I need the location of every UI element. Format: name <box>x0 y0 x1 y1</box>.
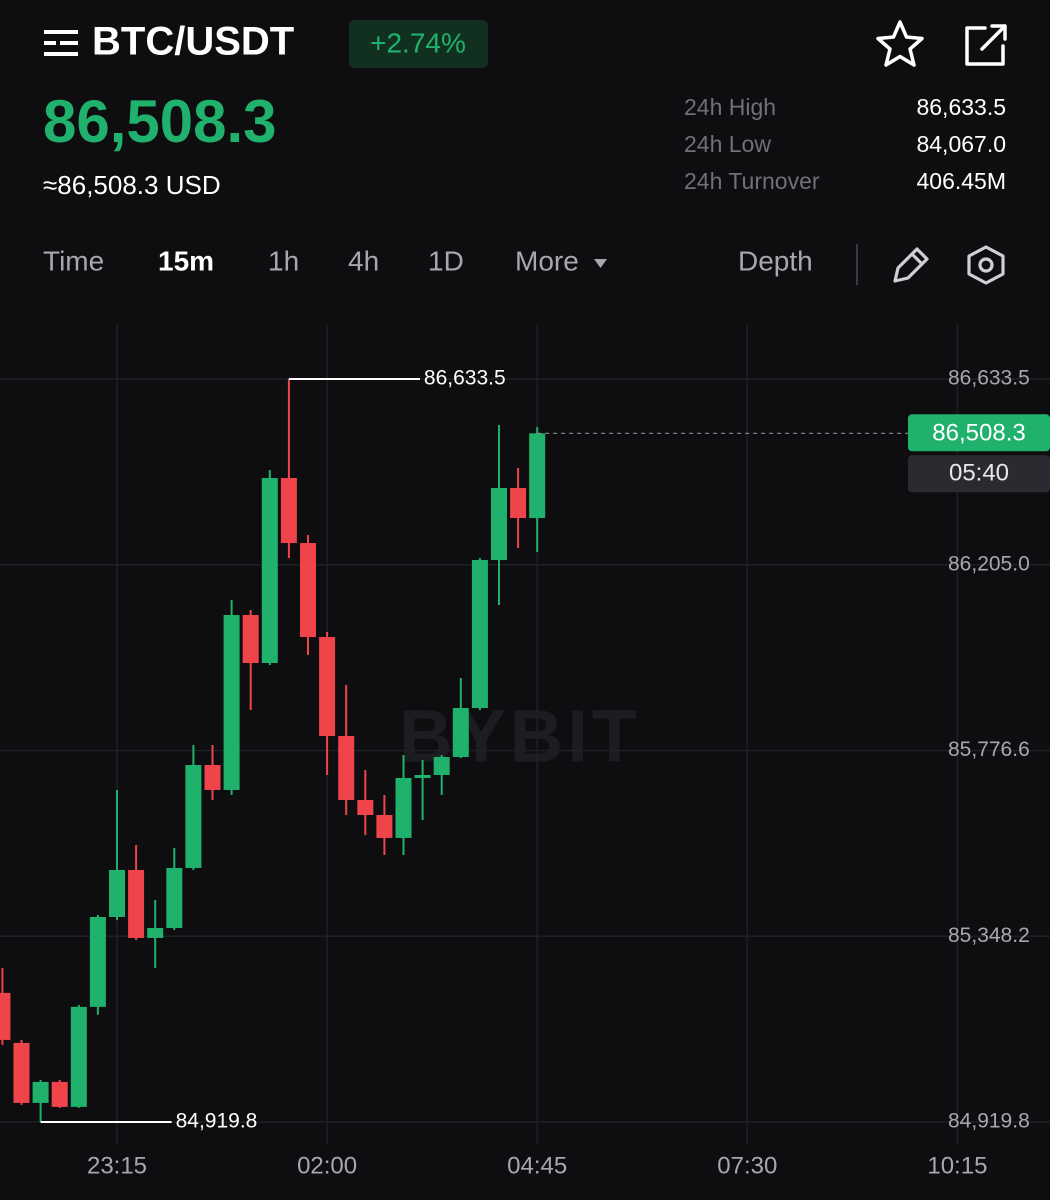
candle-body <box>300 543 316 638</box>
favorite-icon[interactable] <box>876 20 924 67</box>
candle-body <box>70 1006 87 1107</box>
stat-value: 86,633.5 <box>916 94 1006 120</box>
candle-body <box>32 1081 49 1103</box>
candle-body <box>452 707 469 757</box>
last-price-tag <box>908 414 1050 452</box>
candle-body <box>0 992 11 1040</box>
candle-body <box>147 927 164 938</box>
candle-body <box>128 869 145 938</box>
interval-tab[interactable]: 4h <box>348 245 379 276</box>
candle-body <box>357 799 374 815</box>
y-tick-label: 85,776.6 <box>948 738 1030 761</box>
y-tick-label: 86,205.0 <box>948 552 1030 575</box>
share-arrow <box>980 24 1007 51</box>
hexagon <box>967 245 1005 285</box>
interval-tab[interactable]: 1D <box>428 245 464 276</box>
candle-body <box>109 869 125 917</box>
dropdown-caret <box>594 259 607 268</box>
share-icon[interactable] <box>965 24 1007 66</box>
stat-value: 84,067.0 <box>916 131 1006 157</box>
interval-tab[interactable]: 1h <box>268 245 299 276</box>
candle-body <box>376 814 393 838</box>
candle-body <box>338 735 355 800</box>
stat-label: 24h High <box>684 94 776 120</box>
hex-center <box>978 257 994 273</box>
menu-bar <box>44 30 78 34</box>
change-percent: +2.74% <box>370 27 466 58</box>
pencil <box>893 247 929 283</box>
interval-tab[interactable]: Time <box>43 245 104 276</box>
candle-body <box>185 765 202 868</box>
last-price: 86,508.3 <box>43 88 277 155</box>
candle-body <box>223 614 240 790</box>
extreme-marker-label: 84,919.8 <box>176 1110 258 1133</box>
interval-tab[interactable]: Depth <box>738 245 813 276</box>
candle-body <box>395 778 412 838</box>
candle-body <box>433 756 450 775</box>
candle-body <box>166 867 183 928</box>
x-tick-label: 04:45 <box>507 1152 567 1179</box>
draw-icon[interactable] <box>893 247 929 283</box>
x-tick-label: 10:15 <box>927 1152 987 1179</box>
change-badge <box>349 20 488 68</box>
y-tick-label: 85,348.2 <box>948 924 1030 947</box>
price-usd: ≈86,508.3 USD <box>43 170 221 200</box>
candle-body <box>471 560 488 708</box>
countdown-label: 05:40 <box>949 460 1009 487</box>
x-tick-label: 23:15 <box>87 1152 147 1179</box>
x-tick-label: 02:00 <box>297 1152 357 1179</box>
y-tick-label: 86,633.5 <box>948 367 1030 390</box>
menu-icon[interactable] <box>44 30 78 56</box>
last-price-label: 86,508.3 <box>932 420 1025 447</box>
candle-body <box>510 488 527 519</box>
pair-title[interactable]: BTC/USDT <box>92 20 294 64</box>
stat-value: 406.45M <box>916 168 1006 194</box>
stat-label: 24h Turnover <box>684 168 820 194</box>
candle-body <box>51 1081 68 1107</box>
interval-tab[interactable]: 15m <box>158 245 214 276</box>
candle-body <box>414 774 431 779</box>
menu-bar <box>44 41 56 45</box>
candle-body <box>13 1042 30 1103</box>
candle-body <box>491 488 507 561</box>
share-box <box>965 26 1005 66</box>
candle-body <box>242 614 259 663</box>
candle-body <box>204 765 221 790</box>
settings-icon[interactable] <box>967 245 1005 285</box>
interval-tabs: Time 15m 1h 4h 1D More Depth <box>43 245 813 276</box>
menu-bar <box>60 41 78 45</box>
menu-bar <box>44 52 78 56</box>
candle-body <box>529 433 546 519</box>
candle-body <box>319 637 336 736</box>
extreme-marker-label: 86,633.5 <box>424 367 506 390</box>
y-tick-label: 84,919.8 <box>948 1110 1030 1133</box>
candle-body <box>89 916 106 1007</box>
candle-body <box>280 477 297 544</box>
stats: 24h High 86,633.5 24h Low 84,067.0 24h Turno… <box>684 94 1006 194</box>
stat-label: 24h Low <box>684 131 771 157</box>
candle-body <box>261 477 278 663</box>
x-tick-label: 07:30 <box>717 1152 777 1179</box>
countdown-tag <box>908 455 1050 493</box>
interval-tab[interactable]: More <box>515 245 579 276</box>
